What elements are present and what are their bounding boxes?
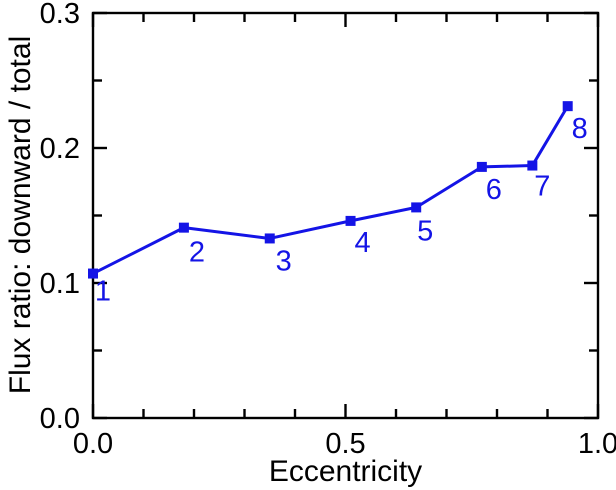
y-tick-label: 0.0 <box>40 403 80 435</box>
y-tick-label: 0.3 <box>40 0 80 30</box>
data-point-marker <box>178 222 189 233</box>
point-number-label: 5 <box>417 215 433 247</box>
data-point-marker <box>264 233 275 244</box>
y-tick-label: 0.1 <box>40 268 80 300</box>
series-flux-ratio-downward-over-total: 1 2 3 4 5 6 78 <box>88 101 588 308</box>
data-point-marker <box>88 268 98 279</box>
y-tick-label: 0.2 <box>40 133 80 165</box>
data-line <box>92 105 569 275</box>
point-number-label: 1 <box>95 276 111 308</box>
data-point-marker <box>476 161 487 172</box>
point-number-label: 6 <box>486 174 502 206</box>
data-point-marker <box>527 160 538 171</box>
y-ticks: 0.0 0.1 0.2 0.3 <box>40 0 598 435</box>
data-point-marker <box>411 202 422 213</box>
plot-frame <box>91 11 600 420</box>
point-number-label: 2 <box>189 237 205 269</box>
x-tick-label: 1.0 <box>578 428 616 460</box>
x-tick-label: 0.0 <box>73 428 113 460</box>
x-ticks: 0.0 0.5 1.0 <box>73 13 616 460</box>
x-tick-label: 0.5 <box>325 428 365 460</box>
point-number-label: 7 <box>534 171 550 203</box>
x-axis-title: Eccentricity <box>268 455 423 488</box>
point-number-label: 4 <box>354 227 370 259</box>
point-number-label: 3 <box>276 245 292 277</box>
data-point-marker <box>345 215 356 226</box>
y-axis-title: Flux ratio: downward / total <box>4 35 37 395</box>
data-point-marker <box>562 101 573 112</box>
point-number-label: 8 <box>572 113 588 145</box>
